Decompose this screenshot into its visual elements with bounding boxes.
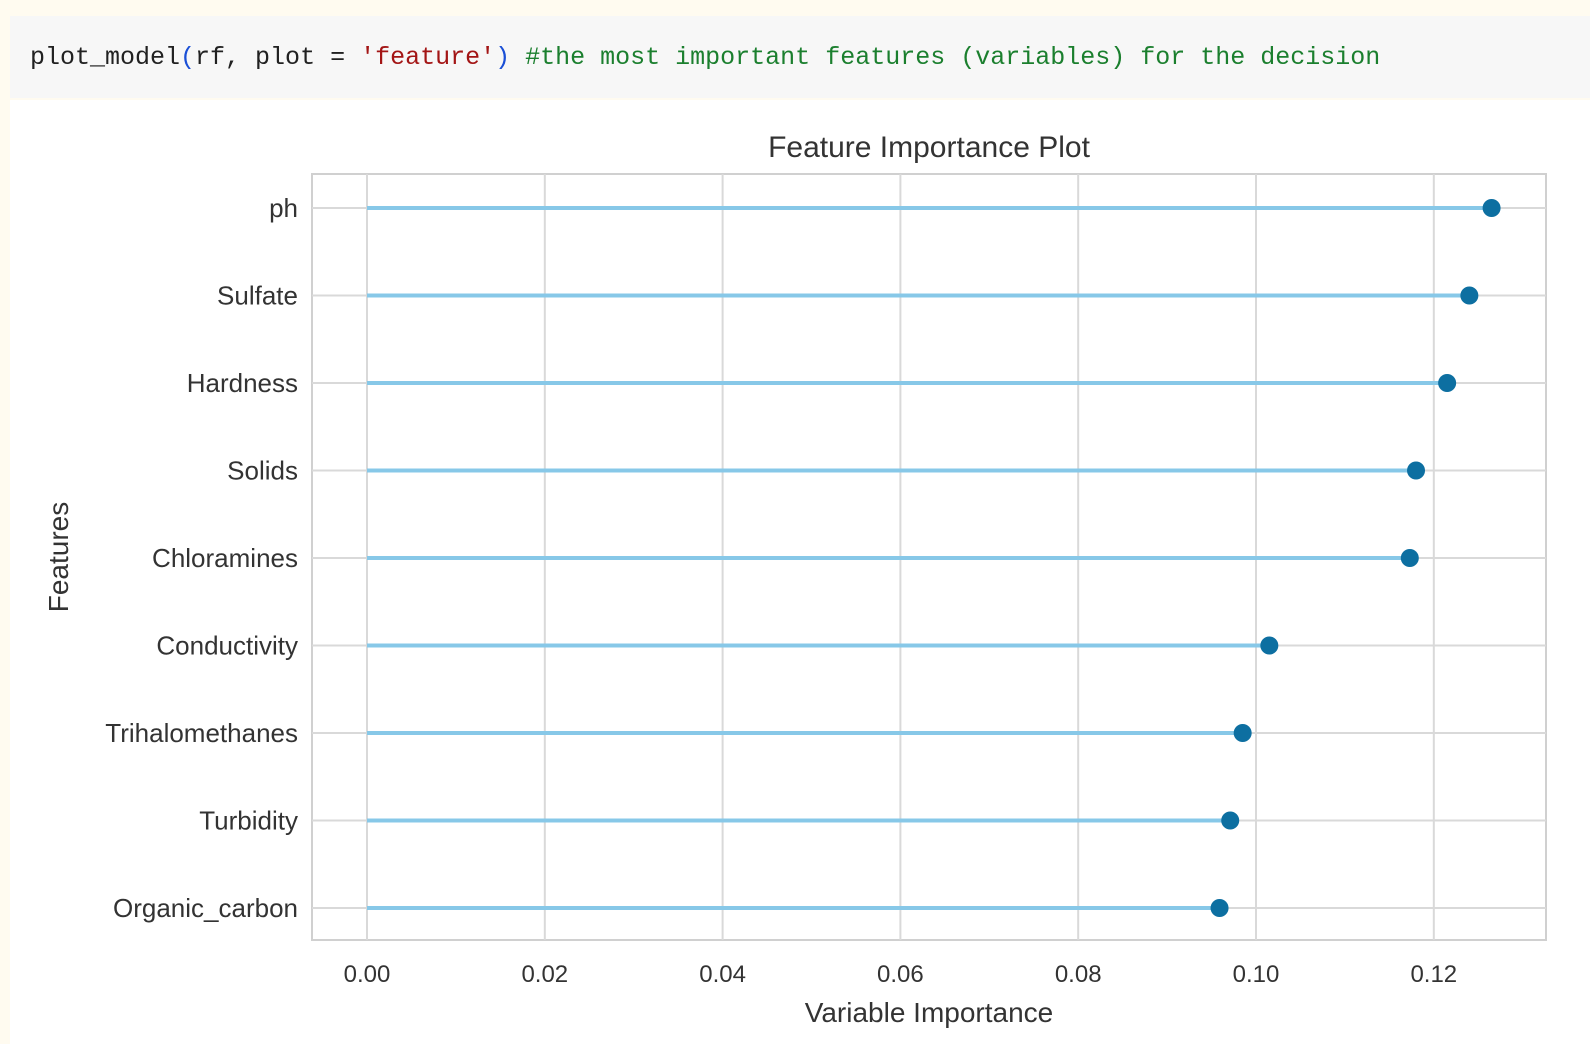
code-string-argument: 'feature' (360, 42, 496, 72)
importance-marker (1460, 286, 1479, 305)
importance-marker (1482, 199, 1501, 217)
importance-marker (1210, 899, 1229, 917)
code-function-name: plot_model (30, 42, 181, 72)
x-tick-label: 0.04 (699, 961, 746, 988)
y-tick-label: ph (269, 193, 298, 223)
x-tick-labels: 0.00 0.02 0.04 0.06 0.08 0.10 0.12 (344, 961, 1458, 988)
y-tick-labels: ph Sulfate Hardness Solids Chloramines Conduc… (105, 193, 298, 923)
x-tick-label: 0.08 (1055, 961, 1102, 988)
x-tick-label: 0.06 (877, 961, 924, 988)
importance-marker (1407, 461, 1426, 480)
importance-marker (1260, 636, 1279, 655)
output-area: ph Sulfate Hardness Solids Chloramines Conduc… (10, 100, 1590, 1044)
x-tick-label: 0.00 (344, 961, 391, 988)
x-tick-label: 0.10 (1233, 961, 1280, 988)
marker-layer (1210, 199, 1501, 917)
code-space (510, 43, 525, 72)
code-close-paren: ) (495, 42, 511, 72)
y-tick-label: Hardness (187, 368, 298, 398)
y-tick-label: Chloramines (152, 543, 298, 573)
y-tick-label: Conductivity (156, 631, 298, 661)
y-tick-label: Organic_carbon (113, 893, 298, 923)
y-axis-label: Features (43, 502, 74, 613)
y-tick-label: Trihalomethanes (105, 718, 298, 748)
code-comment: #the most important features (variables)… (525, 42, 1381, 72)
importance-marker (1400, 549, 1419, 567)
y-tick-label: Turbidity (199, 806, 298, 836)
code-open-paren: ( (180, 42, 196, 72)
x-tick-label: 0.12 (1410, 961, 1457, 988)
y-tick-label: Solids (227, 456, 298, 486)
feature-importance-chart: ph Sulfate Hardness Solids Chloramines Conduc… (43, 131, 1547, 1028)
importance-marker (1438, 374, 1457, 392)
code-cell[interactable]: plot_model(rf, plot = 'feature') #the mo… (10, 16, 1590, 98)
chart-title: Feature Importance Plot (768, 131, 1090, 164)
stem-layer (367, 206, 1492, 910)
x-tick-label: 0.02 (521, 961, 568, 988)
code-arguments: rf, plot = (195, 42, 361, 72)
x-axis-label: Variable Importance (805, 997, 1054, 1028)
importance-marker (1233, 724, 1252, 742)
y-tick-label: Sulfate (217, 281, 298, 311)
importance-marker (1221, 811, 1240, 830)
